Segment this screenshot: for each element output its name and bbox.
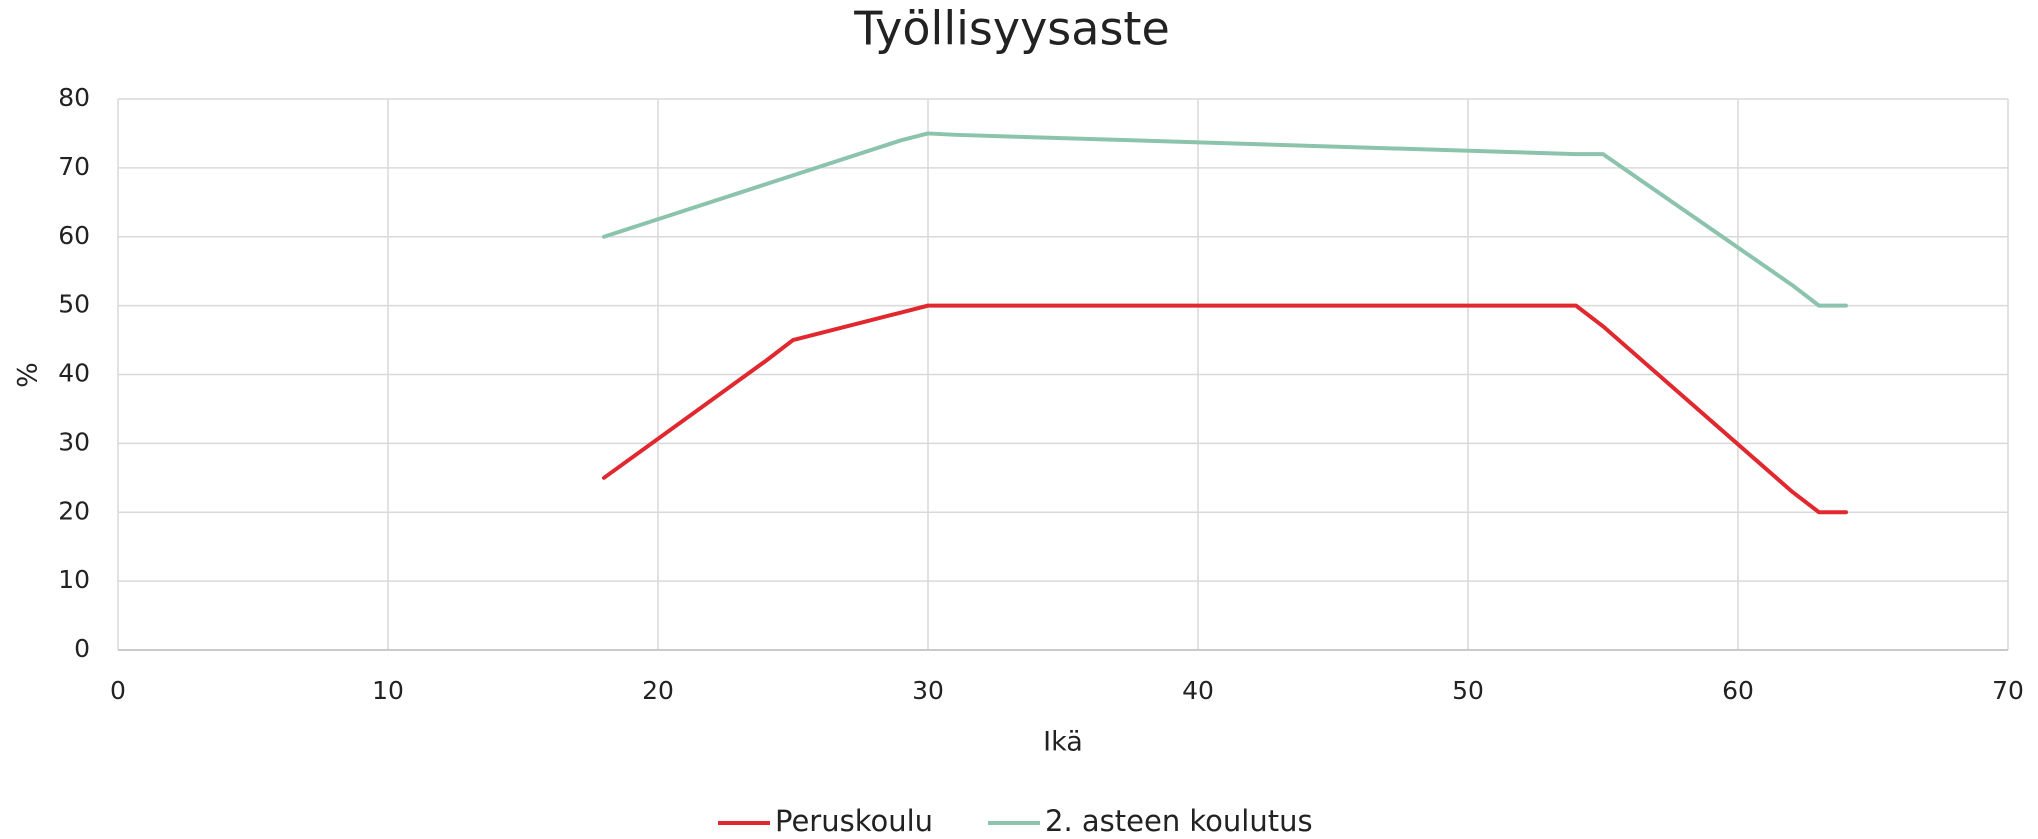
series-line (602, 131, 1848, 308)
x-tick-label: 30 (912, 676, 944, 705)
y-tick-label: 50 (58, 290, 90, 319)
x-axis-label: Ikä (1043, 727, 1083, 758)
y-tick-label: 20 (58, 496, 90, 525)
y-tick-label: 0 (74, 634, 90, 663)
x-tick-label: 60 (1722, 676, 1754, 705)
y-tick-label: 80 (58, 83, 90, 112)
y-tick-label: 40 (58, 359, 90, 388)
y-tick-label: 60 (58, 221, 90, 250)
y-axis-label: % (13, 362, 44, 388)
series-line (602, 303, 1848, 515)
chart-title: Työllisyysaste (853, 2, 1170, 56)
x-tick-label: 70 (1992, 676, 2024, 705)
y-tick-label: 70 (58, 152, 90, 181)
x-tick-label: 20 (642, 676, 674, 705)
x-tick-label: 0 (110, 676, 126, 705)
x-tick-label: 40 (1182, 676, 1214, 705)
y-tick-label: 30 (58, 427, 90, 456)
y-tick-label: 10 (58, 565, 90, 594)
legend-label: 2. asteen koulutus (1045, 804, 1313, 838)
legend-label: Peruskoulu (775, 804, 933, 838)
x-tick-label: 50 (1452, 676, 1484, 705)
x-tick-label: 10 (372, 676, 404, 705)
